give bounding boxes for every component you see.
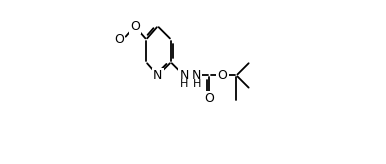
Text: N: N (153, 69, 163, 82)
Text: N: N (191, 69, 201, 82)
Text: O: O (205, 92, 214, 105)
Text: H: H (192, 80, 201, 89)
Text: O: O (114, 33, 124, 46)
Text: O: O (218, 69, 227, 82)
Text: O: O (130, 20, 140, 33)
Text: H: H (180, 80, 188, 89)
Text: N: N (179, 69, 189, 82)
